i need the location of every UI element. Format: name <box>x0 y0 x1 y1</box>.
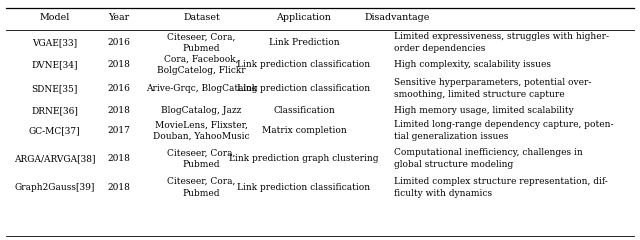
Text: Limited expressiveness, struggles with higher-
order dependencies: Limited expressiveness, struggles with h… <box>394 32 609 53</box>
Text: DVNE[34]: DVNE[34] <box>31 60 77 69</box>
Text: 2018: 2018 <box>107 154 130 163</box>
Text: Disadvantage: Disadvantage <box>364 13 429 23</box>
Text: Link prediction classification: Link prediction classification <box>237 183 371 192</box>
Text: Dataset: Dataset <box>183 13 220 23</box>
Text: Link prediction classification: Link prediction classification <box>237 84 371 93</box>
Text: High memory usage, limited scalability: High memory usage, limited scalability <box>394 106 573 115</box>
Text: 2016: 2016 <box>107 84 130 93</box>
Text: Application: Application <box>276 13 332 23</box>
Text: Classification: Classification <box>273 106 335 115</box>
Text: Arive-Grqc, BlogCatalog: Arive-Grqc, BlogCatalog <box>146 84 257 93</box>
Text: ARGA/ARVGA[38]: ARGA/ARVGA[38] <box>13 154 95 163</box>
Text: Matrix completion: Matrix completion <box>262 126 346 135</box>
Text: Sensitive hyperparameters, potential over-
smoothing, limited structure capture: Sensitive hyperparameters, potential ove… <box>394 78 591 99</box>
Text: 2016: 2016 <box>107 38 130 47</box>
Text: Link prediction classification: Link prediction classification <box>237 60 371 69</box>
Text: Limited long-range dependency capture, poten-
tial generalization issues: Limited long-range dependency capture, p… <box>394 120 613 141</box>
Text: DRNE[36]: DRNE[36] <box>31 106 78 115</box>
Text: Citeseer, Cora,
Pubmed: Citeseer, Cora, Pubmed <box>168 32 236 53</box>
Text: Limited complex structure representation, dif-
ficulty with dynamics: Limited complex structure representation… <box>394 177 607 198</box>
Text: High complexity, scalability issues: High complexity, scalability issues <box>394 60 550 69</box>
Text: MovieLens, Flixster,
Douban, YahooMusic: MovieLens, Flixster, Douban, YahooMusic <box>154 120 250 141</box>
Text: Year: Year <box>108 13 129 23</box>
Text: VGAE[33]: VGAE[33] <box>32 38 77 47</box>
Text: BlogCatalog, Jazz: BlogCatalog, Jazz <box>161 106 242 115</box>
Text: Citeseer, Cora,
Pubmed: Citeseer, Cora, Pubmed <box>168 177 236 198</box>
Text: 2017: 2017 <box>107 126 130 135</box>
Text: GC-MC[37]: GC-MC[37] <box>29 126 80 135</box>
Text: Model: Model <box>39 13 70 23</box>
Text: 2018: 2018 <box>107 60 130 69</box>
Text: Graph2Gauss[39]: Graph2Gauss[39] <box>14 183 95 192</box>
Text: Citeseer, Cora,
Pubmed: Citeseer, Cora, Pubmed <box>168 148 236 169</box>
Text: SDNE[35]: SDNE[35] <box>31 84 77 93</box>
Text: 2018: 2018 <box>107 106 130 115</box>
Text: Cora, Facebook,
BolgCatelog, Flickr: Cora, Facebook, BolgCatelog, Flickr <box>157 54 246 75</box>
Text: Link prediction graph clustering: Link prediction graph clustering <box>229 154 379 163</box>
Text: Link Prediction: Link Prediction <box>269 38 339 47</box>
Text: Computational inefficiency, challenges in
global structure modeling: Computational inefficiency, challenges i… <box>394 148 582 169</box>
Text: 2018: 2018 <box>107 183 130 192</box>
